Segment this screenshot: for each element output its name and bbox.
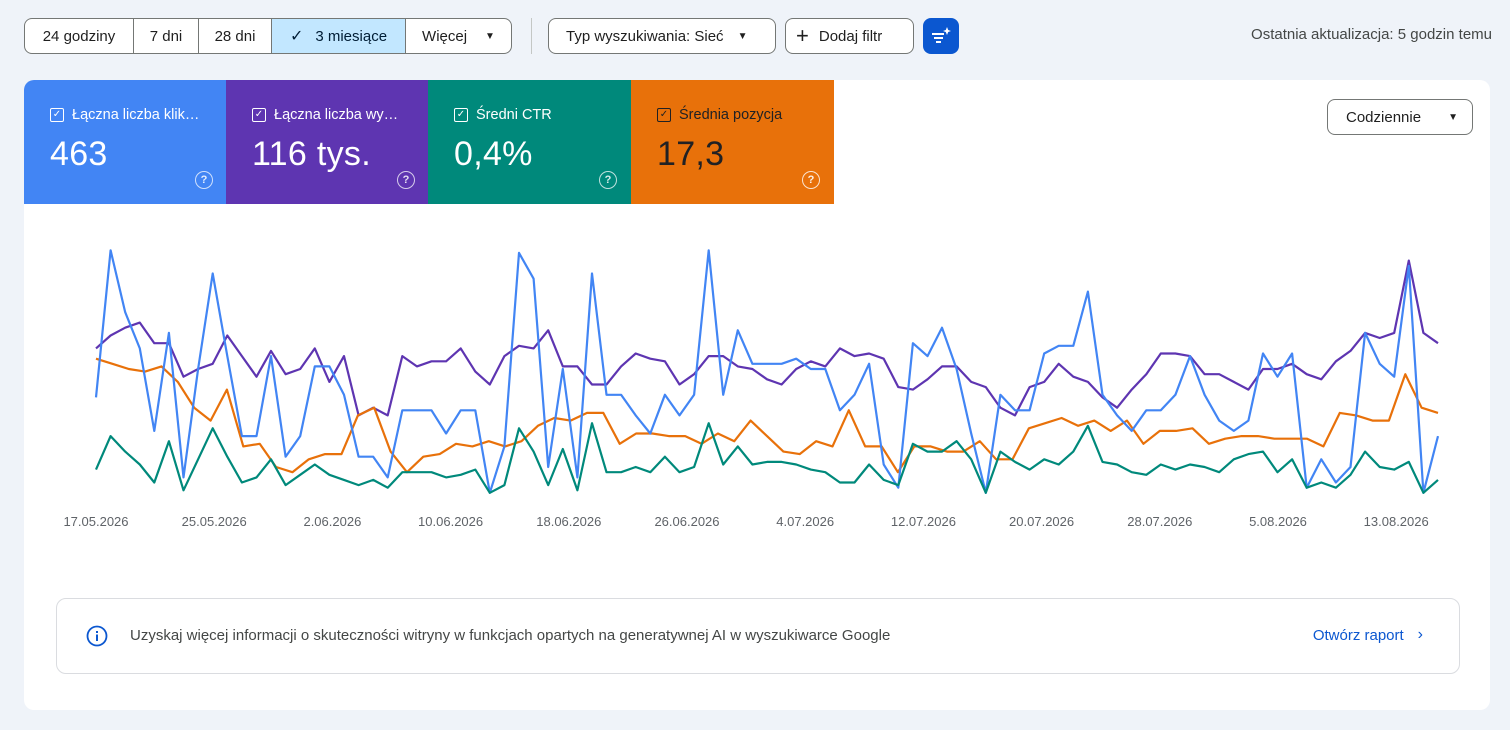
metric-label: Łączna liczba klik… (72, 107, 200, 123)
metric-clicks-card[interactable]: ✓ Łączna liczba klik… 463 ? (24, 80, 227, 204)
x-tick-label: 28.07.2026 (1127, 514, 1192, 529)
range-24h-button[interactable]: 24 godziny (25, 19, 134, 53)
series-line-0 (95, 259, 1439, 417)
metric-position-card[interactable]: ✓ Średnia pozycja 17,3 ? (631, 80, 834, 204)
metric-value: 0,4% (454, 135, 533, 173)
range-more-button[interactable]: Więcej ▼ (406, 19, 511, 53)
series-line-2 (94, 249, 1440, 494)
x-tick-label: 25.05.2026 (182, 514, 247, 529)
metric-label: Łączna liczba wy… (274, 107, 399, 123)
range-label: 3 miesiące (315, 27, 388, 45)
x-tick-label: 10.06.2026 (418, 514, 483, 529)
range-label: 24 godziny (42, 27, 116, 45)
x-tick-label: 26.06.2026 (654, 514, 719, 529)
x-tick-label: 12.07.2026 (891, 514, 956, 529)
checkbox-icon[interactable]: ✓ (657, 108, 671, 122)
check-icon: ✓ (289, 28, 304, 45)
x-tick-label: 4.07.2026 (776, 514, 834, 529)
x-tick-label: 5.08.2026 (1249, 514, 1307, 529)
period-dropdown[interactable]: Codziennie ▼ (1327, 99, 1473, 135)
checkbox-icon[interactable]: ✓ (454, 108, 468, 122)
add-filter-button[interactable]: + Dodaj filtr (785, 18, 914, 54)
info-banner-text: Uzyskaj więcej informacji o skuteczności… (130, 627, 891, 644)
help-icon[interactable]: ? (195, 171, 213, 189)
metric-label: Średnia pozycja (679, 107, 783, 123)
performance-card: ✓ Łączna liczba klik… 463 ? ✓ Łączna liczb… (24, 80, 1490, 710)
toolbar-divider (531, 18, 532, 54)
checkbox-icon[interactable]: ✓ (252, 108, 266, 122)
metric-label: Średni CTR (476, 107, 552, 123)
x-tick-label: 18.06.2026 (536, 514, 601, 529)
range-label: 7 dni (149, 27, 183, 45)
add-filter-label: Dodaj filtr (818, 27, 883, 45)
period-label: Codziennie (1346, 108, 1422, 126)
plus-icon: + (796, 23, 809, 48)
metric-impressions-card[interactable]: ✓ Łączna liczba wy… 116 tys. ? (226, 80, 429, 204)
caret-down-icon: ▼ (1448, 111, 1458, 123)
range-7d-button[interactable]: 7 dni (134, 19, 199, 53)
open-report-link[interactable]: Otwórz raport › (1313, 626, 1423, 644)
metric-value: 463 (50, 135, 108, 173)
caret-down-icon: ▼ (485, 30, 495, 42)
x-tick-label: 17.05.2026 (63, 514, 128, 529)
checkbox-icon[interactable]: ✓ (50, 108, 64, 122)
x-tick-label: 13.08.2026 (1364, 514, 1429, 529)
ai-filter-button[interactable] (923, 18, 959, 54)
metric-value: 116 tys. (252, 135, 371, 173)
performance-chart: 17.05.2026 25.05.2026 2.06.2026 10.06.2026 1… (63, 249, 1440, 529)
open-report-label: Otwórz raport (1312, 626, 1404, 644)
range-28d-button[interactable]: 28 dni (199, 19, 272, 53)
ai-filter-icon (932, 27, 951, 43)
info-icon (86, 625, 108, 647)
metric-value: 17,3 (657, 135, 725, 173)
range-label: 28 dni (214, 27, 256, 45)
x-tick-label: 2.06.2026 (303, 514, 361, 529)
caret-down-icon: ▼ (737, 30, 748, 42)
ai-info-banner: Uzyskaj więcej informacji o skuteczności… (56, 598, 1460, 674)
x-tick-label: 20.07.2026 (1009, 514, 1074, 529)
help-icon[interactable]: ? (599, 171, 617, 189)
metric-ctr-card[interactable]: ✓ Średni CTR 0,4% ? (428, 80, 631, 204)
date-range-selector: 24 godziny 7 dni 28 dni ✓ 3 miesiące Więc… (24, 18, 512, 54)
range-label: Więcej (422, 27, 468, 45)
chevron-right-icon: › (1417, 626, 1423, 643)
help-icon[interactable]: ? (397, 171, 415, 189)
search-type-dropdown[interactable]: Typ wyszukiwania: Sieć ▼ (548, 18, 776, 54)
series-line-1 (95, 357, 1439, 474)
series-line-3 (94, 422, 1439, 494)
search-type-label: Typ wyszukiwania: Sieć (566, 27, 724, 45)
last-update-text: Ostatnia aktualizacja: 5 godzin temu (1251, 26, 1492, 43)
range-3m-button[interactable]: ✓ 3 miesiące (272, 19, 406, 53)
help-icon[interactable]: ? (802, 171, 820, 189)
